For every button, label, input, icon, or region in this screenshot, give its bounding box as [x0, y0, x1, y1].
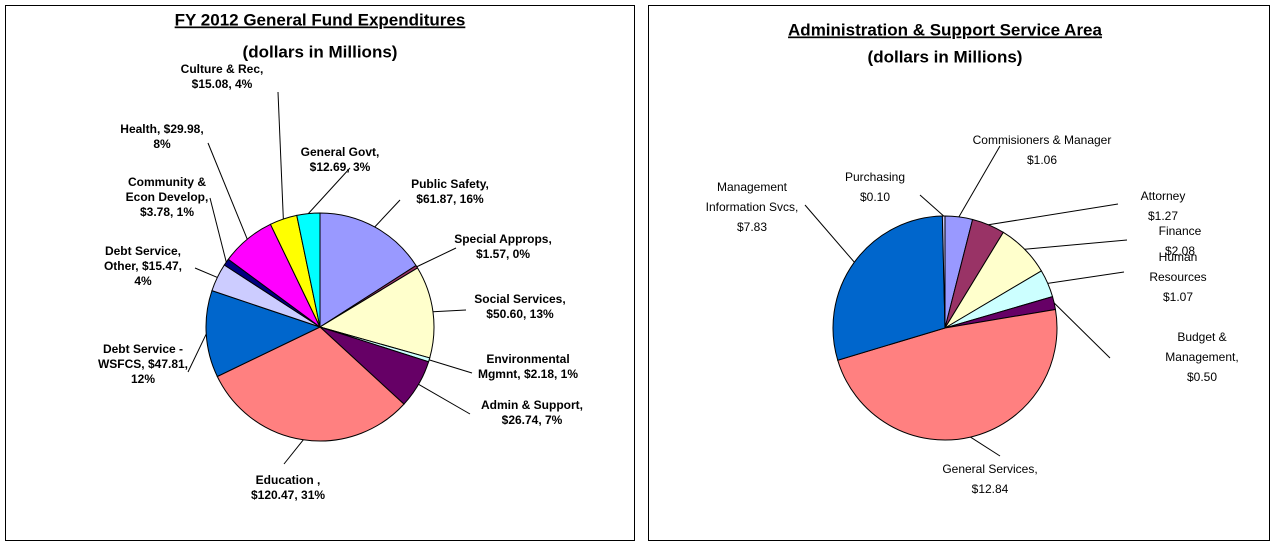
pie-slice [318, 267, 435, 359]
data-label: Debt Service, [105, 244, 181, 258]
data-label: $2.08 [1165, 244, 1195, 258]
data-label: 12% [131, 372, 155, 386]
data-label: Finance [1159, 224, 1202, 238]
data-label: Social Services, [474, 292, 565, 306]
leader-line [958, 145, 1001, 218]
data-label: $0.10 [860, 190, 890, 204]
data-label: $26.74, 7% [502, 413, 563, 427]
data-label: Culture & Rec, [181, 62, 264, 76]
leader-line [416, 247, 457, 268]
data-label: $1.27 [1148, 209, 1178, 223]
leader-line [970, 436, 1001, 457]
chart-subtitle: (dollars in Millions) [243, 42, 398, 61]
data-label: Budget & [1177, 330, 1226, 344]
data-label: $50.60, 13% [486, 307, 554, 321]
chart: Administration & Support Service Area (d… [706, 20, 1239, 496]
data-label: Debt Service - [103, 342, 183, 356]
data-label: $15.08, 4% [192, 77, 253, 91]
leader-line [307, 167, 351, 214]
pie-slice [832, 215, 946, 361]
data-label: Community & [128, 175, 206, 189]
leader-line [418, 383, 471, 415]
data-label: Attorney [1141, 189, 1186, 203]
leader-line [1053, 302, 1111, 359]
data-label: Education , [256, 473, 321, 487]
data-label: Commisioners & Manager [973, 133, 1112, 147]
leader-line [283, 439, 304, 465]
data-label: Environmental [486, 352, 569, 366]
pie-slice [296, 212, 321, 328]
leader-line [432, 309, 467, 313]
leader-line [207, 142, 248, 240]
data-label: Other, $15.47, [104, 259, 182, 273]
data-label: Information Svcs, [706, 200, 799, 214]
leader-line [374, 199, 401, 228]
leader-line [1024, 239, 1128, 250]
data-label: $3.78, 1% [140, 205, 194, 219]
data-label: Admin & Support, [481, 398, 583, 412]
data-label: Health, $29.98, [120, 122, 203, 136]
leader-line [988, 203, 1119, 226]
data-label: Purchasing [845, 170, 905, 184]
data-label: $120.47, 31% [251, 488, 325, 502]
data-label: Econ Develop, [126, 190, 209, 204]
data-label: $1.57, 0% [476, 247, 530, 261]
leader-line [1047, 271, 1125, 284]
data-label: Resources [1149, 270, 1206, 284]
leader-line [194, 267, 218, 278]
pie-slice [319, 212, 417, 328]
chart: FY 2012 General Fund Expenditures (dolla… [98, 10, 583, 502]
data-label: Management [717, 180, 788, 194]
chart-subtitle: (dollars in Millions) [868, 47, 1023, 66]
data-label: $61.87, 16% [416, 192, 484, 206]
data-label: Management, [1165, 350, 1238, 364]
leader-line [277, 91, 284, 220]
chart-title: FY 2012 General Fund Expenditures [175, 10, 466, 29]
data-label: General Services, [942, 462, 1037, 476]
leader-line [919, 194, 945, 217]
pie-slice [216, 326, 405, 442]
pie-slice [941, 215, 946, 329]
data-label: Human [1159, 250, 1198, 264]
leader-line [209, 197, 227, 263]
data-label: Special Approps, [454, 232, 552, 246]
data-label: Mgmnt, $2.18, 1% [478, 367, 578, 381]
data-label: Public Safety, [411, 177, 489, 191]
chart-title: Administration & Support Service Area [788, 20, 1102, 39]
data-label: $7.83 [737, 220, 767, 234]
data-label: $12.84 [972, 482, 1009, 496]
leader-line [804, 204, 855, 263]
data-label: $1.06 [1027, 153, 1057, 167]
data-label: $0.50 [1187, 370, 1217, 384]
leader-line [187, 333, 207, 373]
data-label: $12.69, 3% [310, 160, 371, 174]
data-label: 8% [153, 137, 171, 151]
data-label: 4% [134, 274, 152, 288]
data-label: General Govt, [301, 145, 380, 159]
leader-line [429, 359, 473, 374]
data-label: WSFCS, $47.81, [98, 357, 188, 371]
pie-slice [837, 308, 1058, 441]
data-label: $1.07 [1163, 290, 1193, 304]
